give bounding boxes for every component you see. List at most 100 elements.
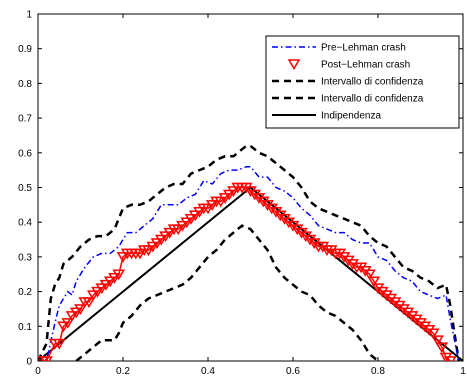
data-point-post-lehman	[290, 224, 304, 236]
data-point-post-lehman	[295, 227, 308, 239]
data-point-post-lehman	[82, 297, 96, 308]
data-point-post-lehman	[333, 248, 347, 260]
data-point-post-lehman	[341, 255, 355, 267]
data-point-post-lehman	[380, 290, 393, 302]
legend-label: Pre−Lehman crash	[321, 43, 406, 54]
legend-label: Indipendenza	[321, 111, 381, 122]
data-point-post-lehman	[222, 189, 236, 201]
data-point-post-lehman	[176, 220, 189, 232]
series-layer	[38, 144, 463, 361]
data-point-post-lehman	[435, 342, 449, 354]
data-point-post-lehman	[384, 293, 398, 305]
data-point-post-lehman	[214, 196, 228, 208]
data-point-post-lehman	[108, 272, 121, 284]
y-tick-label: 0	[26, 357, 32, 368]
data-point-post-lehman	[367, 276, 381, 288]
data-point-post-lehman	[205, 200, 219, 211]
data-point-post-lehman	[286, 220, 300, 232]
data-point-post-lehman	[375, 286, 389, 298]
data-point-post-lehman	[426, 328, 440, 340]
y-tick-label: 0.4	[18, 218, 32, 229]
data-point-post-lehman	[392, 300, 406, 312]
data-point-post-lehman	[252, 193, 266, 204]
data-point-post-lehman	[65, 311, 79, 322]
data-point-post-lehman	[99, 279, 113, 291]
data-point-post-lehman	[244, 186, 257, 197]
data-point-post-lehman	[397, 304, 410, 315]
data-point-post-lehman	[273, 210, 287, 222]
y-tick-label: 0.9	[18, 44, 32, 55]
x-tick-label: 0.8	[371, 366, 385, 376]
data-point-post-lehman	[248, 189, 262, 201]
data-point-post-lehman	[299, 231, 313, 243]
data-point-post-lehman	[414, 318, 427, 329]
x-tick-label: 0.6	[286, 366, 300, 376]
data-point-post-lehman	[86, 290, 100, 302]
data-point-post-lehman	[227, 186, 240, 197]
data-point-post-lehman	[358, 266, 372, 277]
x-tick-label: 0	[35, 366, 41, 376]
data-point-post-lehman	[57, 321, 70, 333]
data-point-post-lehman	[269, 207, 283, 218]
data-point-post-lehman	[337, 252, 351, 263]
data-point-post-lehman	[363, 269, 376, 281]
data-point-post-lehman	[142, 245, 155, 256]
data-point-post-lehman	[409, 314, 423, 326]
x-tick-label: 1	[460, 366, 466, 376]
data-point-post-lehman	[265, 203, 279, 215]
data-point-post-lehman	[103, 276, 117, 288]
legend-label: Post−Lehman crash	[321, 60, 410, 71]
data-point-post-lehman	[69, 307, 83, 319]
data-point-post-lehman	[218, 193, 232, 204]
series-line-confidence-upper	[38, 144, 461, 361]
data-point-post-lehman	[282, 217, 296, 229]
data-point-post-lehman	[154, 234, 168, 246]
data-point-post-lehman	[40, 356, 53, 361]
y-tick-label: 0.3	[18, 252, 32, 263]
series-line-pre-lehman	[38, 165, 460, 361]
data-point-post-lehman	[261, 200, 274, 211]
y-tick-label: 0.8	[18, 79, 32, 90]
data-point-post-lehman	[184, 213, 198, 225]
y-tick-label: 0.2	[18, 287, 32, 298]
data-point-post-lehman	[61, 318, 75, 329]
data-point-post-lehman	[256, 196, 270, 208]
data-point-post-lehman	[133, 248, 147, 260]
data-point-post-lehman	[418, 321, 432, 333]
data-point-post-lehman	[116, 252, 130, 263]
x-tick-label: 0.4	[201, 366, 215, 376]
y-tick-label: 0.5	[18, 183, 32, 194]
data-point-post-lehman	[443, 356, 457, 361]
data-point-post-lehman	[159, 231, 172, 243]
data-point-post-lehman	[371, 283, 385, 295]
data-point-post-lehman	[180, 217, 194, 229]
data-point-post-lehman	[431, 335, 444, 347]
data-point-post-lehman	[188, 210, 202, 222]
data-point-post-lehman	[388, 297, 402, 308]
data-point-post-lehman	[163, 227, 177, 239]
axis-ticks: 0 0.2 0.4 0.6 0.8 1 0 0.1 0.2 0.3 0.4 0.5 0.6 0.7 0.8 0…	[18, 10, 466, 376]
data-point-post-lehman	[193, 207, 206, 218]
y-tick-label: 0.6	[18, 148, 32, 159]
legend-marker-post-lehman	[287, 59, 301, 70]
data-point-post-lehman	[346, 259, 359, 270]
data-point-post-lehman	[324, 245, 338, 256]
data-point-post-lehman	[171, 224, 185, 236]
y-tick-label: 1	[26, 10, 32, 21]
data-point-post-lehman	[307, 238, 321, 249]
legend-label: Intervallo di confidenza	[321, 94, 424, 105]
data-point-post-lehman	[316, 241, 330, 253]
y-tick-label: 0.1	[18, 322, 32, 333]
legend-label: Intervallo di confidenza	[321, 77, 424, 88]
data-point-post-lehman	[91, 286, 104, 298]
x-tick-label: 0.2	[116, 366, 130, 376]
y-tick-label: 0.7	[18, 114, 32, 125]
data-point-post-lehman	[239, 182, 253, 194]
data-point-post-lehman	[422, 325, 436, 336]
data-point-post-lehman	[201, 203, 215, 215]
legend: Pre−Lehman crash Post−Lehman crash Interva…	[265, 35, 460, 129]
data-point-post-lehman	[303, 234, 317, 246]
data-point-post-lehman	[278, 213, 291, 225]
data-point-post-lehman	[112, 269, 126, 281]
